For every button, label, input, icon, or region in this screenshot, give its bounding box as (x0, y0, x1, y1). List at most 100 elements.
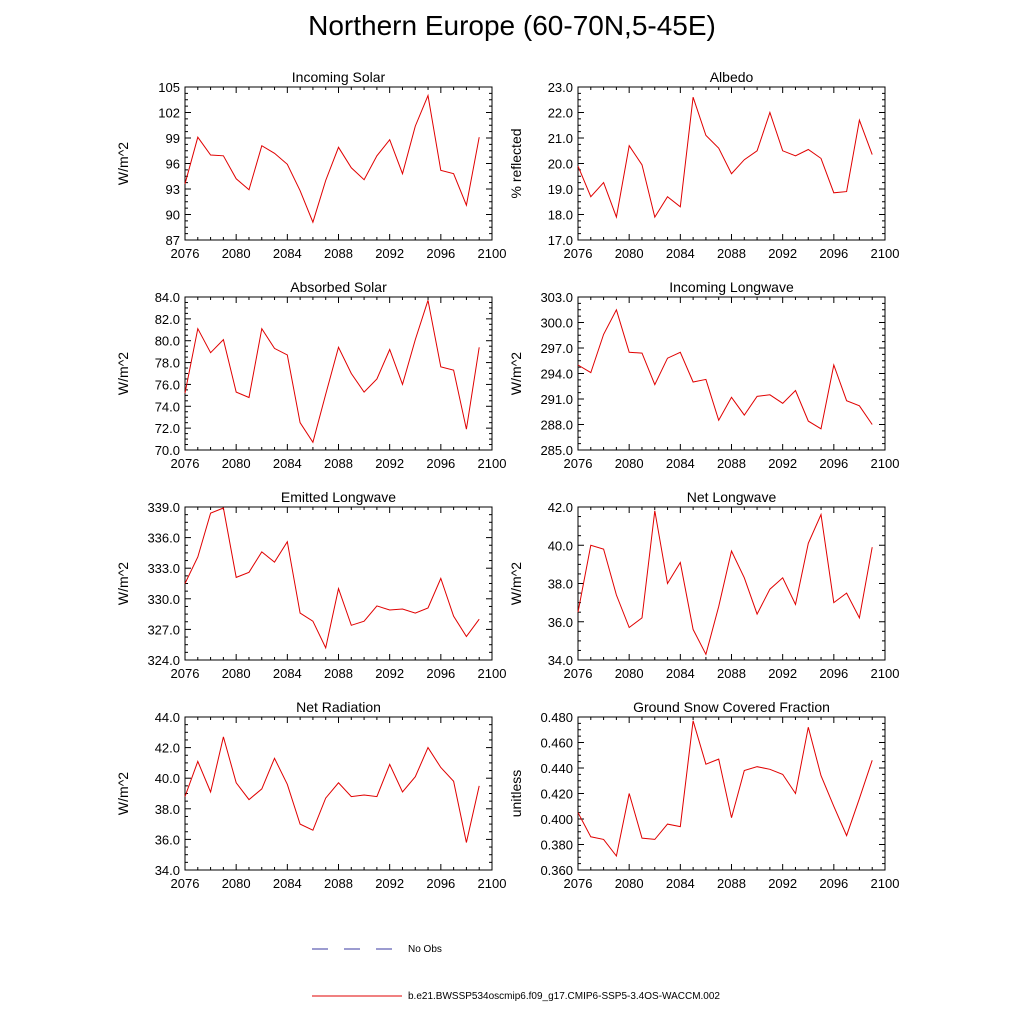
x-tick-label: 2080 (615, 666, 644, 681)
x-tick-label: 2076 (171, 666, 200, 681)
panel-title: Incoming Longwave (669, 279, 794, 295)
x-tick-label: 2080 (615, 456, 644, 471)
x-tick-label: 2076 (564, 456, 593, 471)
x-tick-label: 2088 (324, 456, 353, 471)
series-line (577, 97, 873, 219)
plot-frame (577, 86, 886, 241)
x-tick-label: 2092 (375, 456, 404, 471)
y-tick-label: 80.0 (155, 334, 180, 349)
y-tick-label: 38.0 (548, 577, 573, 592)
y-tick-label: 36.0 (548, 615, 573, 630)
series-line (577, 510, 873, 656)
x-tick-label: 2092 (768, 666, 797, 681)
x-tick-label: 2092 (375, 876, 404, 891)
x-tick-label: 2080 (222, 876, 251, 891)
y-tick-label: 96 (166, 157, 180, 172)
chart-panel-5: 2076 2080 2084 2088 2092 2096 2100 324.0 327.0 33… (115, 489, 506, 681)
x-tick-label: 2096 (819, 246, 848, 261)
plot-frame (184, 506, 493, 661)
figure-title: Northern Europe (60-70N,5-45E) (308, 10, 716, 41)
chart-panel-4: 2076 2080 2084 2088 2092 2096 2100 285.0 288.0 29… (508, 279, 899, 471)
x-tick-label: 2096 (426, 456, 455, 471)
y-tick-label: 93 (166, 182, 180, 197)
x-tick-label: 2088 (324, 246, 353, 261)
y-axis-label: % reflected (508, 128, 524, 198)
x-tick-label: 2092 (375, 246, 404, 261)
x-tick-label: 2084 (666, 666, 695, 681)
chart-panel-8: 2076 2080 2084 2088 2092 2096 2100 0.360 0.380 0.… (508, 699, 899, 891)
y-tick-label: 40.0 (155, 771, 180, 786)
x-tick-label: 2100 (871, 456, 900, 471)
panel-title: Emitted Longwave (281, 489, 396, 505)
y-tick-label: 0.400 (540, 812, 573, 827)
panel-title: Ground Snow Covered Fraction (633, 699, 830, 715)
panel-title: Net Radiation (296, 699, 381, 715)
series-line (577, 720, 873, 858)
plot-frame (577, 296, 886, 451)
x-tick-label: 2096 (819, 456, 848, 471)
x-tick-label: 2092 (768, 456, 797, 471)
y-tick-label: 291.0 (540, 392, 573, 407)
panel-title: Absorbed Solar (290, 279, 387, 295)
y-tick-label: 19.0 (548, 182, 573, 197)
plot-frame (184, 716, 493, 871)
y-tick-label: 38.0 (155, 802, 180, 817)
y-tick-label: 300.0 (540, 316, 573, 331)
y-tick-label: 22.0 (548, 106, 573, 121)
y-tick-label: 82.0 (155, 312, 180, 327)
y-tick-label: 90 (166, 208, 180, 223)
x-tick-label: 2080 (615, 246, 644, 261)
x-tick-label: 2100 (478, 246, 507, 261)
y-tick-label: 21.0 (548, 131, 573, 146)
chart-panel-6: 2076 2080 2084 2088 2092 2096 2100 34.0 36.0 38.0… (508, 489, 899, 681)
y-tick-label: 84.0 (155, 290, 180, 305)
x-tick-label: 2100 (478, 876, 507, 891)
x-tick-label: 2076 (171, 456, 200, 471)
y-tick-label: 34.0 (548, 653, 573, 668)
x-tick-label: 2080 (222, 456, 251, 471)
y-tick-label: 76.0 (155, 377, 180, 392)
x-tick-label: 2096 (426, 666, 455, 681)
x-tick-label: 2096 (819, 666, 848, 681)
y-tick-label: 20.0 (548, 157, 573, 172)
y-tick-label: 333.0 (147, 561, 180, 576)
y-tick-label: 339.0 (147, 500, 180, 515)
x-tick-label: 2084 (273, 456, 302, 471)
y-tick-label: 18.0 (548, 208, 573, 223)
chart-panel-7: 2076 2080 2084 2088 2092 2096 2100 34.0 36.0 38.0… (115, 699, 506, 891)
x-tick-label: 2076 (564, 876, 593, 891)
y-tick-label: 42.0 (155, 741, 180, 756)
x-tick-label: 2088 (324, 666, 353, 681)
x-tick-label: 2092 (768, 876, 797, 891)
x-tick-label: 2084 (666, 456, 695, 471)
y-tick-label: 330.0 (147, 592, 180, 607)
y-tick-label: 44.0 (155, 710, 180, 725)
y-tick-label: 285.0 (540, 443, 573, 458)
x-tick-label: 2076 (564, 246, 593, 261)
legend-obs-label: No Obs (408, 944, 442, 955)
y-tick-label: 336.0 (147, 531, 180, 546)
y-tick-label: 78.0 (155, 356, 180, 371)
x-tick-label: 2088 (324, 876, 353, 891)
panel-title: Albedo (710, 69, 754, 85)
x-tick-label: 2100 (871, 666, 900, 681)
y-tick-label: 294.0 (540, 367, 573, 382)
x-tick-label: 2076 (564, 666, 593, 681)
x-tick-label: 2096 (426, 876, 455, 891)
x-tick-label: 2100 (478, 666, 507, 681)
y-tick-label: 297.0 (540, 341, 573, 356)
plot-frame (184, 296, 493, 451)
x-tick-label: 2100 (871, 876, 900, 891)
y-tick-label: 99 (166, 131, 180, 146)
y-tick-label: 36.0 (155, 832, 180, 847)
plot-frame (577, 506, 886, 661)
y-axis-label: W/m^2 (115, 562, 131, 605)
x-tick-label: 2100 (478, 456, 507, 471)
y-tick-label: 0.380 (540, 838, 573, 853)
x-tick-label: 2088 (717, 246, 746, 261)
x-tick-label: 2076 (171, 876, 200, 891)
y-tick-label: 327.0 (147, 622, 180, 637)
panel-title: Incoming Solar (292, 69, 386, 85)
y-tick-label: 40.0 (548, 538, 573, 553)
